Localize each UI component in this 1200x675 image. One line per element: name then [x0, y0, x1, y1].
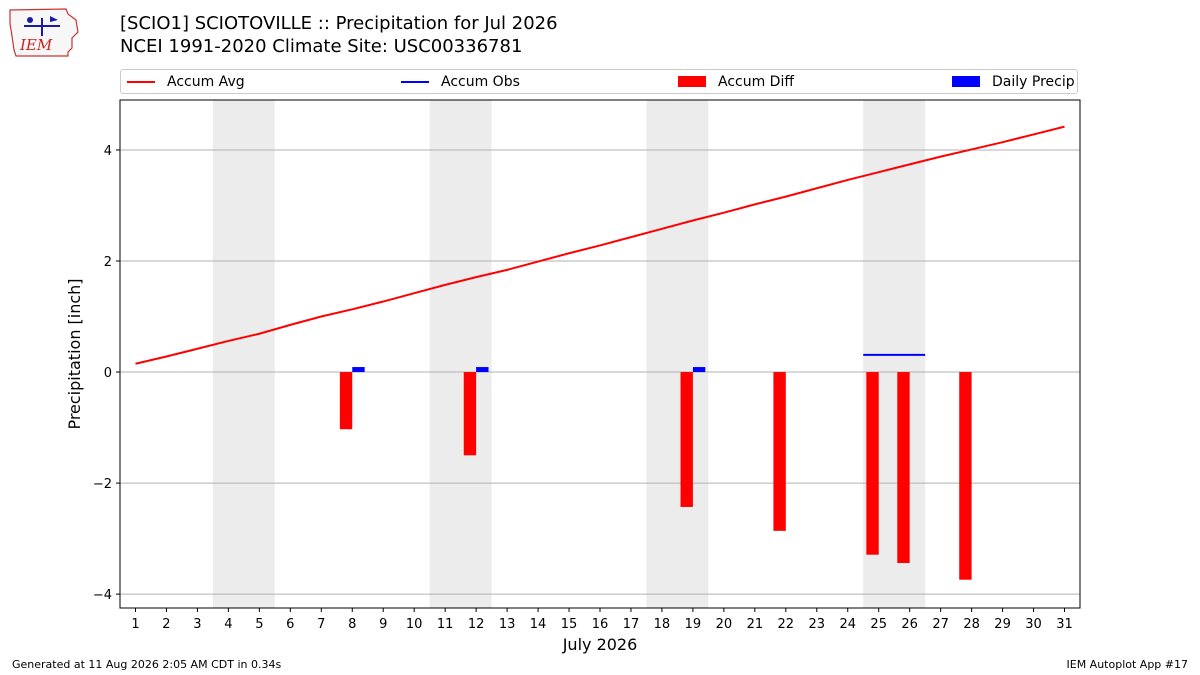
iowa-state-logo-icon: IEM [9, 8, 79, 57]
x-tick-label: 11 [437, 617, 454, 632]
iem-logo: IEM [8, 6, 80, 58]
x-tick-label: 25 [870, 617, 887, 632]
line-layer [135, 125, 1065, 365]
x-tick-label: 27 [932, 617, 949, 632]
accum-diff-bar [463, 372, 477, 456]
x-tick-label: 5 [255, 617, 263, 632]
generated-timestamp: Generated at 11 Aug 2026 2:05 AM CDT in … [12, 658, 282, 671]
x-tick-label: 4 [224, 617, 232, 632]
x-axis-label: July 2026 [562, 635, 638, 654]
x-tick-label: 8 [348, 617, 356, 632]
legend-swatch-daily-precip [952, 76, 980, 87]
x-tick-label: 23 [809, 617, 826, 632]
x-tick-label: 16 [592, 617, 609, 632]
legend-item-accum-avg: Accum Avg [127, 70, 245, 93]
accum-diff-bar [339, 372, 353, 430]
y-tick-label: 2 [104, 255, 112, 270]
weekend-band-1 [429, 100, 492, 608]
plot-frame [119, 99, 1081, 609]
x-tick-label: 1 [131, 617, 139, 632]
legend-label-accum-obs: Accum Obs [441, 73, 520, 90]
legend-swatch-accum-avg [127, 80, 155, 83]
x-tick-label: 19 [685, 617, 702, 632]
x-tick-label: 17 [623, 617, 640, 632]
accum-diff-bar [680, 372, 693, 507]
x-tick-label: 6 [286, 617, 294, 632]
x-tick-label: 14 [530, 617, 547, 632]
grid-layer [120, 149, 1080, 595]
legend-label-accum-diff: Accum Diff [718, 73, 795, 90]
x-tick-label: 22 [778, 617, 795, 632]
y-tick-label: −4 [93, 588, 112, 603]
bar-layer [339, 367, 972, 580]
x-tick-label: 21 [747, 617, 764, 632]
y-tick-label: −2 [93, 477, 112, 492]
x-tick-label: 10 [406, 617, 423, 632]
x-tick-label: 12 [468, 617, 485, 632]
x-tick-label: 9 [379, 617, 387, 632]
x-tick-label: 30 [1025, 617, 1042, 632]
legend-swatch-accum-obs [401, 80, 429, 83]
chart-legend: Accum Avg Accum Obs Accum Diff Daily Pre… [120, 69, 1078, 94]
x-tick-label: 26 [901, 617, 918, 632]
accum-diff-bar [866, 372, 879, 555]
chart-title-line-1: [SCIO1] SCIOTOVILLE :: Precipitation for… [120, 13, 558, 34]
legend-label-daily-precip: Daily Precip [992, 73, 1075, 90]
x-tick-label: 15 [561, 617, 578, 632]
x-tick-label: 20 [716, 617, 733, 632]
logo-text: IEM [19, 36, 53, 54]
legend-label-accum-avg: Accum Avg [167, 73, 245, 90]
y-axis-label: Precipitation [inch] [65, 278, 84, 429]
y-tick-label: 0 [104, 366, 112, 381]
x-tick-label: 24 [839, 617, 856, 632]
x-tick-label: 2 [162, 617, 170, 632]
chart-title-line-2: NCEI 1991-2020 Climate Site: USC00336781 [120, 36, 523, 57]
daily-precip-bar [692, 367, 706, 373]
chart-title: [SCIO1] SCIOTOVILLE :: Precipitation for… [120, 12, 558, 58]
weekend-band-0 [212, 100, 275, 608]
legend-item-daily-precip: Daily Precip [952, 70, 1075, 93]
legend-item-accum-diff: Accum Diff [678, 70, 794, 93]
x-tick-label: 3 [193, 617, 201, 632]
daily-precip-bar [352, 367, 365, 373]
app-credit: IEM Autoplot App #17 [1066, 658, 1189, 671]
legend-swatch-accum-diff [678, 76, 706, 87]
accum-diff-bar [897, 372, 910, 564]
daily-precip-bar [476, 367, 489, 373]
x-tick-label: 18 [654, 617, 671, 632]
x-tick-label: 31 [1056, 617, 1073, 632]
weekend-band-2 [646, 100, 709, 608]
accum-diff-bar [773, 372, 786, 531]
x-tick-label: 29 [994, 617, 1011, 632]
x-tick-label: 28 [963, 617, 980, 632]
accum-avg-line [135, 125, 1065, 365]
y-tick-label: 4 [104, 144, 112, 159]
weekend-shading-layer [212, 100, 926, 608]
accum-diff-bar [959, 372, 972, 580]
x-tick-label: 13 [499, 617, 516, 632]
x-tick-label: 7 [317, 617, 325, 632]
legend-item-accum-obs: Accum Obs [401, 70, 520, 93]
weekend-band-3 [863, 100, 926, 608]
